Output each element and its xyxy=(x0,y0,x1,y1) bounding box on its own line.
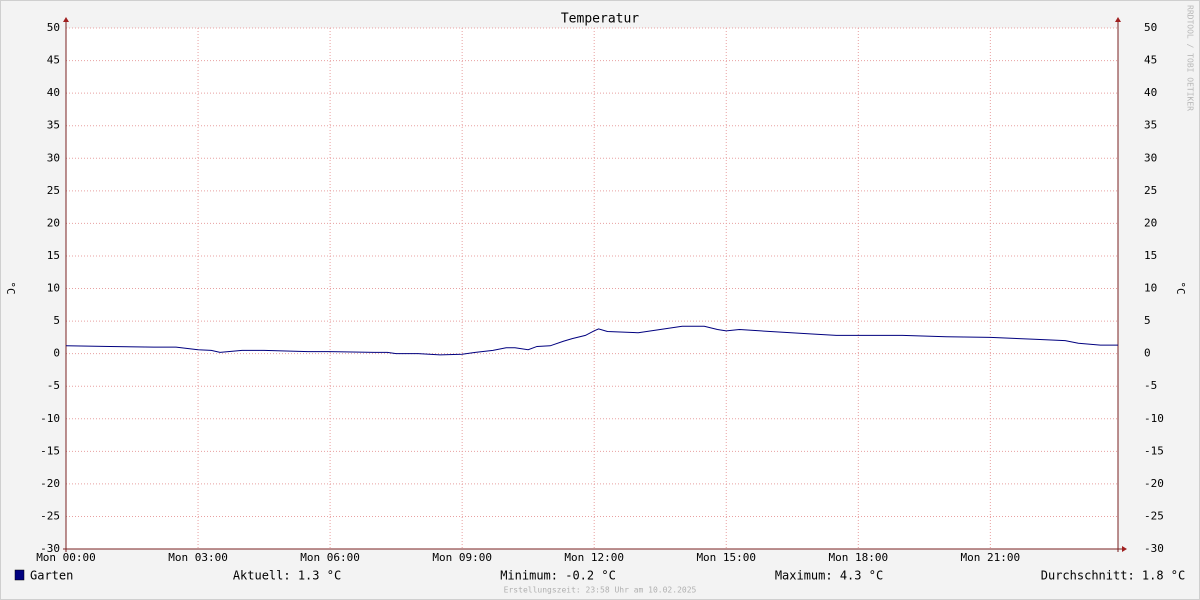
x-tick-label: Mon 12:00 xyxy=(564,551,624,564)
legend-stat: Minimum: -0.2 °C xyxy=(500,569,616,583)
y2-tick-label: -10 xyxy=(1144,412,1164,425)
chart-title: Temperatur xyxy=(561,12,639,27)
axis-arrow xyxy=(63,17,69,22)
y2-tick-label: 25 xyxy=(1144,184,1157,197)
y-tick-label: -10 xyxy=(40,412,60,425)
y-tick-label: -30 xyxy=(40,542,60,555)
x-tick-label: Mon 00:00 xyxy=(36,551,96,564)
y-tick-label: 25 xyxy=(47,184,60,197)
x-tick-label: Mon 18:00 xyxy=(828,551,888,564)
y2-tick-label: 10 xyxy=(1144,282,1157,295)
y2-tick-label: 20 xyxy=(1144,216,1157,229)
y-axis-label: °C xyxy=(4,281,17,294)
footer: Erstellungszeit: 23:58 Uhr am 10.02.2025 xyxy=(504,586,697,595)
x-tick-label: Mon 06:00 xyxy=(300,551,360,564)
x-tick-label: Mon 09:00 xyxy=(432,551,492,564)
legend-stat: Maximum: 4.3 °C xyxy=(775,569,883,583)
y2-tick-label: 0 xyxy=(1144,347,1151,360)
y-tick-label: -20 xyxy=(40,477,60,490)
y2-tick-label: 15 xyxy=(1144,249,1157,262)
y2-tick-label: -15 xyxy=(1144,444,1164,457)
y-tick-label: 5 xyxy=(53,314,60,327)
legend-stat: Aktuell: 1.3 °C xyxy=(233,569,341,583)
y2-tick-label: 30 xyxy=(1144,151,1157,164)
data-line xyxy=(65,325,1118,356)
x-tick-label: Mon 21:00 xyxy=(961,551,1021,564)
legend-label: Garten xyxy=(30,569,73,583)
y-tick-label: -25 xyxy=(40,509,60,522)
y2-tick-label: -30 xyxy=(1144,542,1164,555)
axis-arrow xyxy=(1115,17,1121,22)
x-tick-label: Mon 15:00 xyxy=(696,551,756,564)
axis-arrow xyxy=(1122,546,1127,552)
y-tick-label: 30 xyxy=(47,151,60,164)
y-tick-label: 0 xyxy=(53,347,60,360)
y-tick-label: -5 xyxy=(47,379,60,392)
y-tick-label: 50 xyxy=(47,21,60,34)
y2-tick-label: -5 xyxy=(1144,379,1157,392)
y-tick-label: 45 xyxy=(47,54,60,67)
y-tick-label: 20 xyxy=(47,216,60,229)
y2-tick-label: 50 xyxy=(1144,21,1157,34)
y2-tick-label: -20 xyxy=(1144,477,1164,490)
y-tick-label: 10 xyxy=(47,282,60,295)
y2-tick-label: 45 xyxy=(1144,54,1157,67)
y-tick-label: 40 xyxy=(47,86,60,99)
y2-axis-label: °C xyxy=(1174,281,1187,294)
y2-tick-label: 35 xyxy=(1144,119,1157,132)
y-tick-label: 15 xyxy=(47,249,60,262)
y-tick-label: -15 xyxy=(40,444,60,457)
y2-tick-label: 5 xyxy=(1144,314,1151,327)
watermark: RRDTOOL / TOBI OETIKER xyxy=(1186,5,1195,111)
y2-tick-label: 40 xyxy=(1144,86,1157,99)
x-tick-label: Mon 03:00 xyxy=(168,551,228,564)
y2-tick-label: -25 xyxy=(1144,509,1164,522)
legend-swatch xyxy=(14,569,25,581)
legend-stat: Durchschnitt: 1.8 °C xyxy=(1041,569,1186,583)
y-tick-label: 35 xyxy=(47,119,60,132)
